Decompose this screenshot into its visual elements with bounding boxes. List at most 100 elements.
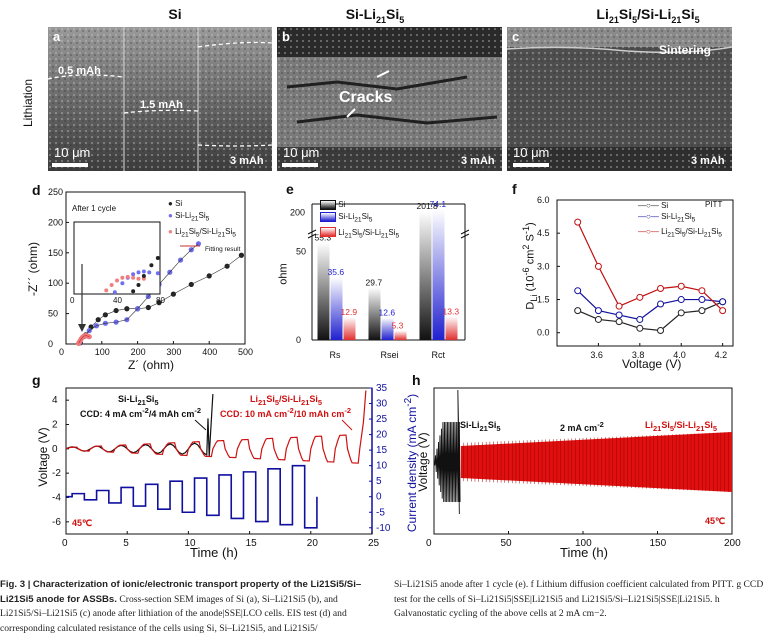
point-f-0-5 bbox=[677, 309, 685, 317]
x-tick-label-f-0: 3.6 bbox=[590, 350, 603, 360]
xlabel-g: Time (h) bbox=[190, 545, 238, 560]
y-tick-right-label-g-9: 35 bbox=[376, 383, 388, 394]
point-f-1-7 bbox=[719, 298, 727, 306]
bar-label-e-2-0: 201.8 bbox=[417, 201, 439, 211]
inset-point-blue-4 bbox=[136, 270, 141, 275]
legend-e-si-li: Si-Li21Si5 bbox=[320, 211, 399, 227]
voltage-band-li-si-li-h bbox=[460, 432, 732, 492]
temp-label-h: 45℃ bbox=[705, 516, 726, 526]
y-tick-label-f-1: 1.5 bbox=[537, 295, 550, 305]
point-f-2-1 bbox=[594, 262, 602, 270]
inset-point-red-1 bbox=[109, 283, 114, 287]
inset-x-tick-label-d-0: 0 bbox=[70, 296, 75, 305]
point-f-0-6 bbox=[698, 307, 706, 315]
category-label-e-1: Rsei bbox=[381, 350, 399, 360]
ylabel-e: ohm bbox=[277, 263, 290, 285]
label-si-li-g: Si-Li21Si5 bbox=[118, 394, 159, 407]
xlabel-f: Voltage (V) bbox=[622, 357, 682, 371]
point-f-1-0 bbox=[574, 287, 582, 295]
inset-point-red-3 bbox=[120, 275, 125, 280]
legend-d: ● Si ● Si-Li21Si5 ● Li21Si5/Si-Li21Si5 bbox=[168, 198, 236, 241]
point-f-0-0 bbox=[574, 307, 582, 315]
bar-label-e-0-1: 35.6 bbox=[328, 267, 345, 277]
label-si-li-h: Si-Li21Si5 bbox=[460, 420, 501, 433]
x-tick-label-g-3: 15 bbox=[246, 538, 258, 549]
y-tick-label-g-5: 4 bbox=[52, 395, 58, 406]
point-f-2-5 bbox=[677, 282, 685, 290]
y-tick-label-g-0: -6 bbox=[52, 517, 61, 528]
fit-line-d-2 bbox=[78, 335, 90, 344]
y-tick-label-f-3: 4.5 bbox=[537, 228, 550, 238]
y-tick-right-label-g-5: 15 bbox=[376, 445, 388, 456]
bar-e-2-0 bbox=[419, 211, 432, 340]
category-label-e-2: Rct bbox=[432, 350, 446, 360]
sem-image-c: c Sintering 3 mAh 10 μm bbox=[507, 27, 732, 171]
panel-letter-a: a bbox=[53, 29, 61, 44]
bar-e-1-1 bbox=[381, 317, 394, 340]
scale-bar-label-a: 10 μm bbox=[54, 145, 91, 160]
legend-f-label-si: Si bbox=[661, 201, 669, 210]
row-label-lithiation: Lithiation bbox=[21, 78, 35, 128]
legend-label-si: Si bbox=[175, 199, 183, 208]
caption-fig-label: Fig. 3 | bbox=[0, 579, 31, 590]
caption-left: Fig. 3 | Characterization of ionic/elect… bbox=[0, 578, 386, 636]
y-tick-label-d-1: 50 bbox=[48, 309, 58, 319]
x-tick-label-d-5: 500 bbox=[238, 347, 253, 357]
inset-point-blue-6 bbox=[147, 270, 152, 275]
y-tick-right-label-g-4: 10 bbox=[376, 461, 388, 472]
inset-point-red-5 bbox=[131, 275, 136, 280]
col-title-li-si-li: Li21Si5/Si-Li21Si5 bbox=[596, 6, 700, 25]
x-tick-label-d-3: 300 bbox=[166, 347, 181, 357]
y-tick-label-d-3: 150 bbox=[48, 248, 63, 258]
ylabel-h: Voltage (V) bbox=[416, 432, 430, 492]
legend-item-si-li: ● Si-Li21Si5 bbox=[168, 211, 210, 223]
point-f-2-0 bbox=[574, 218, 582, 226]
bar-label-e-1-1: 12.6 bbox=[379, 308, 396, 318]
bar-e-0-1 bbox=[330, 277, 343, 340]
inset-x-tick-label-d-2: 80 bbox=[156, 296, 165, 305]
x-tick-label-h-0: 0 bbox=[426, 538, 432, 549]
x-tick-label-f-3: 4.2 bbox=[715, 350, 728, 360]
sem-texture-a bbox=[48, 27, 272, 171]
legend-f-si-li: —○— Si-Li21Si5 bbox=[638, 212, 696, 224]
y-tick-right-label-g-3: 5 bbox=[376, 476, 382, 487]
sintering-annotation: Sintering bbox=[659, 43, 712, 57]
legend-e-li-si-li: Li21Si5/Si-Li21Si5 bbox=[320, 227, 399, 243]
inset-point-blue-3 bbox=[131, 272, 136, 277]
xlabel-d: Z´ (ohm) bbox=[128, 358, 174, 372]
plot-frame-f bbox=[556, 199, 734, 347]
legend-e-label-si: Si bbox=[338, 200, 346, 209]
cracks-annotation: Cracks bbox=[339, 89, 393, 106]
capacity-label-b: 3 mAh bbox=[461, 155, 495, 167]
y-tick-label-f-4: 6.0 bbox=[537, 195, 550, 205]
y-tick-label-e-low-1: 50 bbox=[296, 247, 306, 257]
inset-point-black-3 bbox=[149, 263, 154, 268]
y-tick-right-label-g-2: 0 bbox=[376, 492, 382, 503]
legend-item-si: ● Si bbox=[168, 199, 183, 208]
chart-f: 3.6 3.8 4.0 4.2 0.0 1.5 3.0 4.5 6.0 bbox=[537, 195, 734, 360]
scale-bar-label-b: 10 μm bbox=[283, 145, 320, 160]
ylabel-left-g: Voltage (V) bbox=[36, 427, 50, 487]
x-tick-label-f-1: 3.8 bbox=[632, 350, 645, 360]
bar-e-2-2 bbox=[445, 316, 458, 340]
x-tick-label-g-2: 10 bbox=[184, 538, 196, 549]
point-f-0-2 bbox=[615, 318, 623, 326]
x-tick-label-g-5: 25 bbox=[368, 538, 380, 549]
ylabel-d: -Z´´ (ohm) bbox=[26, 242, 40, 296]
plot-frame-d bbox=[65, 191, 246, 345]
inset-point-blue-1 bbox=[120, 281, 125, 286]
fit-line-d-1 bbox=[79, 243, 199, 343]
x-tick-label-d-4: 400 bbox=[202, 347, 217, 357]
x-tick-label-h-4: 200 bbox=[724, 538, 741, 549]
bar-e-1-2 bbox=[394, 330, 407, 340]
point-f-1-1 bbox=[594, 307, 602, 315]
ccd-label-2-g: CCD: 10 mA cm-2/10 mAh cm-2 bbox=[220, 406, 352, 419]
inset-point-black-2 bbox=[141, 274, 146, 278]
x-tick-label-h-2: 100 bbox=[575, 538, 592, 549]
bar-label-e-0-2: 12.9 bbox=[341, 307, 358, 317]
label-li-si-li-g: Li21Si5/Si-Li21Si5 bbox=[250, 394, 323, 407]
y-tick-label-g-1: -4 bbox=[52, 493, 61, 504]
x-tick-label-f-2: 4.0 bbox=[673, 350, 686, 360]
sem-texture-c bbox=[507, 27, 732, 171]
point-f-1-6 bbox=[698, 296, 706, 304]
